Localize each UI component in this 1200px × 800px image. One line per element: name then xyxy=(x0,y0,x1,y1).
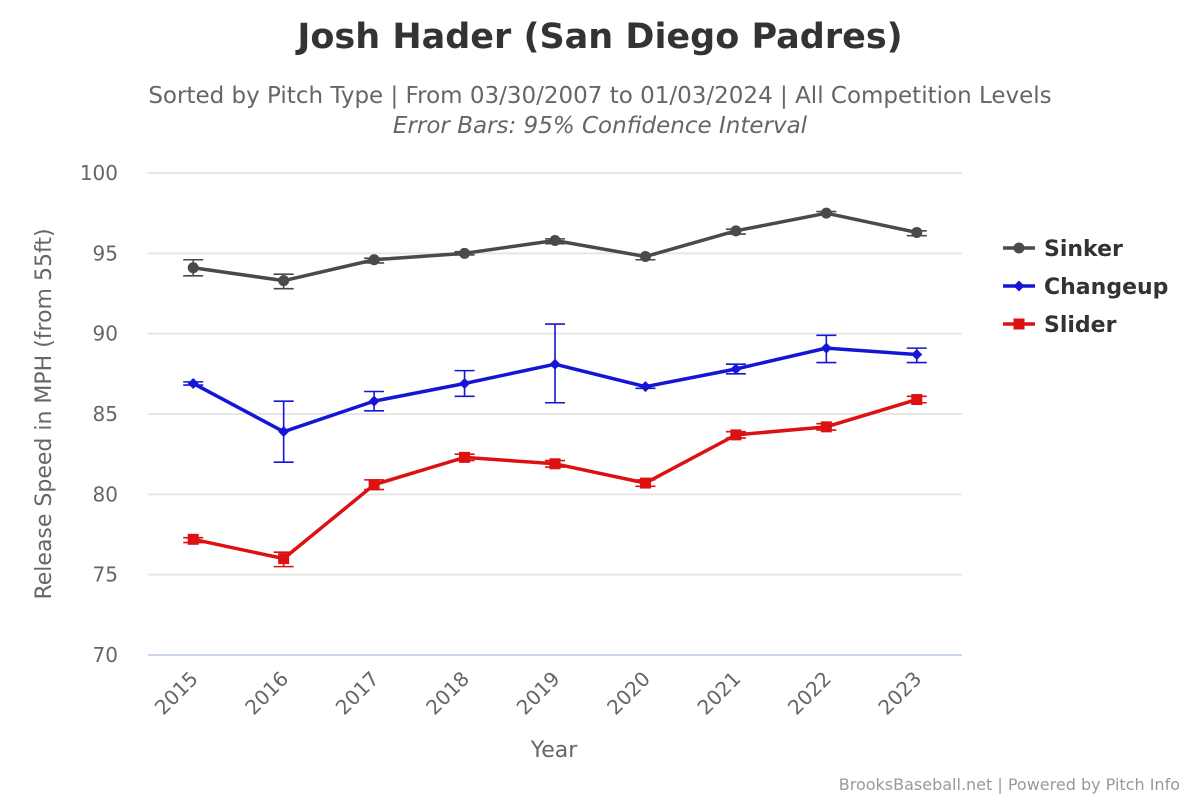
y-tick-label: 90 xyxy=(93,322,118,346)
series-sinker xyxy=(183,207,927,290)
chart-subtitle-error-bars: Error Bars: 95% Confidence Interval xyxy=(393,113,808,139)
y-tick-label: 80 xyxy=(93,482,118,506)
legend[interactable]: Sinker Changeup Slider xyxy=(1003,237,1168,338)
legend-label[interactable]: Changeup xyxy=(1044,275,1168,300)
data-point[interactable] xyxy=(459,247,471,259)
y-axis-ticks: 70 75 80 85 90 95 100 xyxy=(80,161,118,667)
y-tick-label: 95 xyxy=(93,241,118,265)
series-layer xyxy=(183,207,927,568)
data-point[interactable] xyxy=(1013,318,1025,330)
data-point[interactable] xyxy=(911,394,923,406)
legend-item-changeup[interactable]: Changeup xyxy=(1003,275,1168,300)
x-axis-title: Year xyxy=(530,738,579,763)
series-changeup xyxy=(183,323,927,464)
data-point[interactable] xyxy=(278,426,290,438)
y-axis-title: Release Speed in MPH (from 55ft) xyxy=(32,228,57,599)
data-point[interactable] xyxy=(639,251,651,263)
data-point[interactable] xyxy=(820,421,832,433)
data-point[interactable] xyxy=(730,225,742,237)
data-point[interactable] xyxy=(368,254,380,266)
legend-item-slider[interactable]: Slider xyxy=(1003,313,1117,338)
data-point[interactable] xyxy=(730,429,742,441)
data-point[interactable] xyxy=(639,381,651,393)
y-tick-label: 70 xyxy=(93,643,118,667)
data-point[interactable] xyxy=(730,363,742,375)
data-point[interactable] xyxy=(549,234,561,246)
data-point[interactable] xyxy=(1013,242,1025,254)
data-point[interactable] xyxy=(187,533,199,545)
series-slider xyxy=(183,394,927,568)
y-tick-label: 85 xyxy=(93,402,118,426)
data-point[interactable] xyxy=(187,262,199,274)
data-point[interactable] xyxy=(911,349,923,361)
data-point[interactable] xyxy=(820,207,832,219)
legend-label[interactable]: Sinker xyxy=(1044,237,1123,262)
chart-title: Josh Hader (San Diego Padres) xyxy=(295,17,902,57)
legend-label[interactable]: Slider xyxy=(1044,313,1117,338)
y-tick-label: 100 xyxy=(80,161,118,185)
data-point[interactable] xyxy=(368,395,380,407)
data-point[interactable] xyxy=(459,377,471,389)
data-point[interactable] xyxy=(911,226,923,238)
data-point[interactable] xyxy=(639,477,651,489)
data-point[interactable] xyxy=(549,358,561,370)
chart-subtitle: Sorted by Pitch Type | From 03/30/2007 t… xyxy=(148,83,1051,109)
data-point[interactable] xyxy=(278,553,290,565)
data-point[interactable] xyxy=(368,479,380,491)
chart-credits[interactable]: BrooksBaseball.net | Powered by Pitch In… xyxy=(839,775,1180,794)
y-tick-label: 75 xyxy=(93,563,118,587)
legend-item-sinker[interactable]: Sinker xyxy=(1003,237,1123,262)
data-point[interactable] xyxy=(1013,280,1025,292)
data-point[interactable] xyxy=(820,342,832,354)
data-point[interactable] xyxy=(187,377,199,389)
data-point[interactable] xyxy=(278,275,290,287)
data-point[interactable] xyxy=(459,451,471,463)
data-point[interactable] xyxy=(549,458,561,470)
